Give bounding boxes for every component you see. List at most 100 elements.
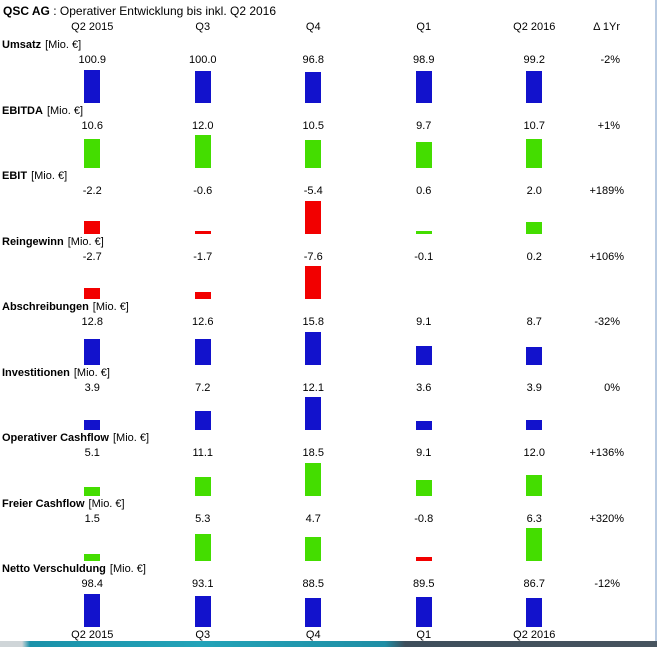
bar-cell xyxy=(479,198,590,235)
metric-value: 10.5 xyxy=(302,119,324,132)
bar xyxy=(84,338,101,365)
metric-value: -0.6 xyxy=(193,185,213,197)
metric-value: 10.7 xyxy=(523,119,545,132)
metric-value: 6.3 xyxy=(526,512,542,525)
bars-row xyxy=(37,264,655,301)
metric-name: EBITDA xyxy=(2,104,43,117)
title-separator: : xyxy=(49,4,60,18)
metric-name: Netto Verschuldung xyxy=(2,563,106,575)
metric-row: Reingewinn [Mio. €] -2.7 -1.7 -7.6 -0.1 0.2 +10… xyxy=(0,235,655,301)
metric-value: 1.5 xyxy=(84,512,100,525)
metric-row: EBITDA [Mio. €] 10.6 12.0 10.5 9.7 10.7 +1% xyxy=(0,104,655,170)
bar xyxy=(194,230,211,234)
bar xyxy=(194,595,211,627)
delta-value: 0% xyxy=(604,381,620,394)
bar-cell xyxy=(258,395,369,432)
bar xyxy=(526,346,543,365)
metric-unit: [Mio. €] xyxy=(67,235,104,248)
metric-value: 98.9 xyxy=(413,54,435,66)
metric-row: Netto Verschuldung [Mio. €] 98.4 93.1 88.5 89… xyxy=(0,562,655,628)
bar xyxy=(84,420,101,430)
bar xyxy=(305,200,322,234)
metric-value: 18.5 xyxy=(302,447,324,459)
bar xyxy=(415,596,432,627)
metric-name: Reingewinn xyxy=(2,235,64,248)
bar xyxy=(415,479,432,496)
bar-cell xyxy=(148,67,259,104)
quarter-header: Q2 2016 xyxy=(513,21,556,33)
bar xyxy=(194,534,211,561)
metric-value: 99.2 xyxy=(523,54,545,66)
metric-label: Freier Cashflow [Mio. €] xyxy=(0,497,655,512)
bar xyxy=(415,557,432,561)
delta-spacer xyxy=(590,264,656,301)
footer-label: Q2 2016 xyxy=(513,628,556,641)
bar xyxy=(84,220,101,234)
bar-cell xyxy=(258,460,369,497)
metric-value: 12.8 xyxy=(81,316,103,328)
metric-name: EBIT xyxy=(2,170,28,182)
bar xyxy=(194,292,211,299)
values-row: 12.8 12.6 15.8 9.1 8.7 -32% xyxy=(37,315,655,329)
bar xyxy=(305,462,322,496)
bar xyxy=(526,70,543,103)
metric-row: Investitionen [Mio. €] 3.9 7.2 12.1 3.6 3.9 0% xyxy=(0,366,655,432)
metric-value: 12.0 xyxy=(523,447,545,459)
bar-cell xyxy=(479,526,590,563)
metric-value: 96.8 xyxy=(302,54,324,66)
metric-unit: [Mio. €] xyxy=(73,366,110,379)
bar-cell xyxy=(369,591,480,628)
bar-cell xyxy=(258,591,369,628)
metric-value: 5.3 xyxy=(195,512,211,525)
metric-name: Operativer Cashflow xyxy=(2,432,109,444)
bar-cell xyxy=(479,591,590,628)
bars-row xyxy=(37,198,655,235)
metric-value: -0.8 xyxy=(414,512,434,525)
metric-unit: [Mio. €] xyxy=(112,432,150,444)
bar xyxy=(415,230,432,234)
delta-spacer xyxy=(590,460,656,497)
metric-value: 88.5 xyxy=(302,578,324,590)
delta-value: -32% xyxy=(594,316,620,328)
bar xyxy=(194,476,211,496)
bar xyxy=(305,397,322,430)
values-row: 98.4 93.1 88.5 89.5 86.7 -12% xyxy=(37,577,655,591)
delta-value: -2% xyxy=(600,54,620,66)
metric-value: 98.4 xyxy=(81,578,103,590)
bar-cell xyxy=(479,67,590,104)
bar xyxy=(194,70,211,103)
bar xyxy=(305,140,322,168)
bars-row xyxy=(37,133,655,170)
bars-row xyxy=(37,591,655,628)
delta-spacer xyxy=(590,329,656,366)
bar xyxy=(305,537,322,561)
metric-value: 3.6 xyxy=(416,381,432,394)
metric-value: 11.1 xyxy=(192,447,214,459)
metric-row: EBIT [Mio. €] -2.2 -0.6 -5.4 0.6 2.0 +189% xyxy=(0,169,655,235)
metric-value: 3.9 xyxy=(526,381,542,394)
metric-value: 9.7 xyxy=(416,119,432,132)
bar-cell xyxy=(479,395,590,432)
metric-name: Investitionen xyxy=(2,366,70,379)
metric-value: 12.0 xyxy=(192,119,214,132)
metric-unit: [Mio. €] xyxy=(109,563,146,575)
x-axis-labels: Q2 2015 Q3 Q4 Q1 Q2 2016 xyxy=(37,628,655,642)
metric-label: Operativer Cashflow [Mio. €] xyxy=(0,431,655,446)
bar-cell xyxy=(148,133,259,170)
delta-value: +1% xyxy=(597,119,620,132)
values-row: -2.7 -1.7 -7.6 -0.1 0.2 +106% xyxy=(37,250,655,264)
metric-value: -1.7 xyxy=(193,250,213,263)
bar xyxy=(305,71,322,103)
bar xyxy=(84,139,101,168)
bars-row xyxy=(37,460,655,497)
bar-cell xyxy=(37,198,148,235)
metric-value: -0.1 xyxy=(414,250,434,263)
bar xyxy=(305,266,322,299)
bar xyxy=(415,345,432,365)
footer-label: Q3 xyxy=(195,628,211,641)
metric-value: 0.6 xyxy=(416,185,432,197)
bar xyxy=(84,69,101,103)
bars-row xyxy=(37,395,655,432)
metric-row: Abschreibungen [Mio. €] 12.8 12.6 15.8 9.1 8.7… xyxy=(0,300,655,366)
metric-value: 12.1 xyxy=(302,381,324,394)
